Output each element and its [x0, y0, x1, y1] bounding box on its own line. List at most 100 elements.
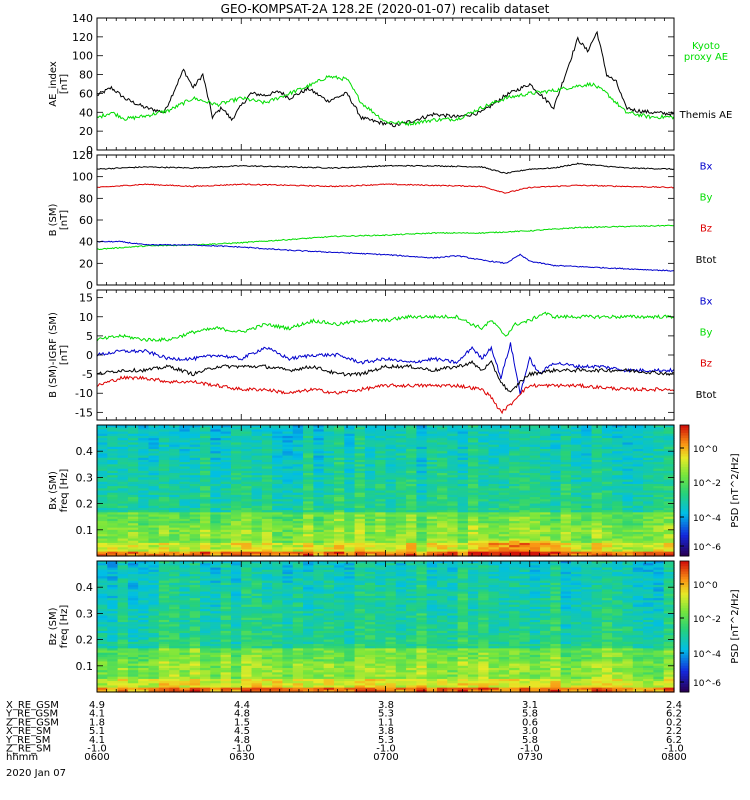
spectrogram-cell	[643, 429, 654, 433]
spectrogram-cell	[292, 442, 304, 446]
spectrogram-cell	[220, 510, 232, 513]
spectrogram-cell	[230, 657, 242, 660]
spectrogram-cell	[612, 545, 624, 548]
spectrogram-cell	[364, 534, 376, 537]
spectrogram-cell	[241, 635, 253, 639]
spectrogram-cell	[560, 525, 572, 529]
spectrogram-cell	[138, 525, 150, 529]
spectrogram-cell	[230, 547, 242, 551]
spectrogram-cell	[591, 440, 603, 444]
spectrogram-cell	[97, 580, 108, 584]
spectrogram-cell	[447, 427, 459, 430]
spectrogram-cell	[97, 457, 108, 461]
spectrogram-cell	[148, 602, 160, 606]
spectrogram-cell	[117, 455, 129, 459]
spectrogram-cell	[601, 466, 613, 470]
spectrogram-cell	[488, 523, 500, 527]
spectrogram-cell	[601, 531, 613, 535]
spectrogram-cell	[292, 549, 304, 553]
spectrogram-cell	[364, 479, 376, 483]
spectrogram-cell	[127, 609, 139, 612]
spectrogram-cell	[478, 459, 490, 463]
spectrogram-cell	[416, 444, 428, 448]
spectrogram-cell	[261, 475, 273, 478]
spectrogram-cell	[498, 429, 510, 433]
spectrogram-cell	[272, 459, 284, 463]
spectrogram-cell	[509, 507, 521, 511]
spectrogram-cell	[127, 462, 139, 465]
spectrogram-cell	[498, 457, 510, 461]
spectrogram-cell	[169, 433, 181, 437]
spectrogram-cell	[375, 510, 387, 513]
spectrogram-cell	[282, 442, 294, 446]
spectrogram-cell	[230, 639, 242, 643]
spectrogram-cell	[601, 483, 613, 487]
spectrogram-cell	[622, 525, 634, 529]
spectrogram-cell	[643, 503, 654, 507]
spectrogram-cell	[581, 457, 593, 461]
spectrogram-cell	[107, 549, 119, 553]
spectrogram-cell	[241, 681, 253, 684]
spectrogram-cell	[127, 569, 139, 573]
spectrogram-cell	[210, 643, 222, 647]
spectrogram-cell	[97, 433, 108, 437]
spectrogram-cell	[622, 527, 634, 531]
spectrogram-cell	[117, 574, 129, 577]
spectrogram-cell	[148, 604, 160, 608]
spectrogram-cell	[601, 481, 613, 485]
spectrogram-cell	[251, 497, 263, 500]
spectrogram-cell	[97, 685, 108, 689]
spectrogram-cell	[643, 553, 654, 557]
spectrogram-cell	[251, 659, 263, 663]
spectrogram-cell	[509, 494, 521, 498]
spectrogram-cell	[540, 453, 551, 457]
spectrogram-cell	[354, 425, 366, 428]
spectrogram-cell	[127, 639, 139, 643]
spectrogram-cell	[416, 510, 428, 513]
spectrogram-cell	[622, 455, 634, 459]
spectrogram-cell	[529, 545, 541, 548]
spectrogram-cell	[529, 525, 541, 529]
colorbar-tick-label: 10^-6	[693, 543, 721, 553]
colorbar-segment	[680, 432, 689, 436]
spectrogram-cell	[416, 435, 428, 439]
spectrogram-cell	[148, 624, 160, 628]
spectrogram-cell	[220, 617, 232, 621]
spectrogram-cell	[210, 444, 222, 448]
spectrogram-cell	[560, 527, 572, 531]
spectrogram-cell	[395, 553, 407, 557]
spectrogram-cell	[241, 678, 253, 682]
spectrogram-cell	[138, 473, 150, 476]
spectrogram-cell	[426, 507, 438, 511]
spectrogram-cell	[488, 505, 500, 509]
spectrogram-cell	[622, 492, 634, 496]
spectrogram-cell	[179, 475, 191, 478]
spectrogram-cell	[653, 525, 665, 529]
spectrogram-cell	[437, 459, 448, 463]
spectrogram-cell	[292, 462, 304, 465]
spectrogram-cell	[127, 681, 139, 684]
spectrogram-cell	[622, 518, 634, 522]
colorbar-segment	[680, 545, 689, 549]
legend-label: Btot	[696, 255, 717, 266]
spectrogram-cell	[272, 435, 284, 439]
spectrogram-cell	[282, 486, 294, 489]
legend-label: By	[700, 193, 713, 204]
spectrogram-cell	[148, 518, 160, 522]
spectrogram-cell	[117, 593, 129, 597]
spectrogram-cell	[344, 549, 356, 553]
spectrogram-cell	[550, 479, 562, 483]
spectrogram-cell	[251, 486, 263, 489]
spectrogram-cell	[643, 486, 654, 489]
spectrogram-cell	[385, 451, 397, 454]
spectrogram-cell	[457, 429, 469, 433]
spectrogram-cell	[375, 536, 387, 540]
spectrogram-cell	[158, 578, 170, 582]
spectrogram-cell	[550, 507, 562, 511]
spectrogram-cell	[179, 609, 191, 612]
spectrogram-cell	[581, 440, 593, 444]
spectrogram-cell	[282, 451, 294, 454]
spectrogram-cell	[138, 580, 150, 584]
spectrogram-cell	[560, 545, 572, 548]
spectrogram-cell	[333, 481, 345, 485]
